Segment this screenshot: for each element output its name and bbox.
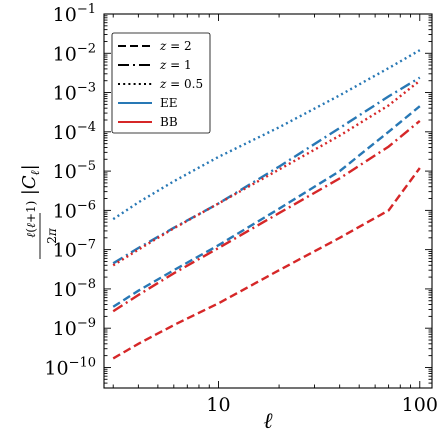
y-axis-label-text: ℓ(ℓ+1) |Cℓ| [19, 164, 42, 237]
legend-label: z = 1 [159, 58, 192, 72]
legend-label: BB [160, 115, 178, 129]
x-axis-label: ℓ [263, 409, 273, 434]
y-axis-label: ℓ(ℓ+1) |Cℓ| 2π [19, 164, 59, 259]
series-layer [112, 49, 421, 360]
y-label-denominator: 2π [45, 227, 59, 244]
legend-label: EE [160, 96, 178, 110]
y-tick-label: 10−4 [53, 120, 96, 144]
series-bb-z1 [112, 119, 421, 313]
ticks-layer: 10−10 10−9 10−8 10−7 10−6 10−5 10−4 10−3 10−2 10−… [44, 2, 438, 416]
series-bb-z0-5 [112, 79, 421, 267]
y-tick-label: 10−5 [53, 159, 96, 183]
series-ee-z2 [112, 105, 421, 308]
series-bb-z2 [112, 167, 421, 360]
x-tick-label: 100 [402, 394, 438, 416]
legend-box [111, 32, 211, 134]
y-tick-label: 10−2 [53, 41, 96, 65]
legend: z = 2 z = 1 z = 0.5 EE BB [111, 32, 211, 134]
legend-label: z = 2 [159, 39, 192, 53]
y-tick-label: 10−9 [53, 316, 96, 340]
y-tick-label: 10−3 [53, 81, 96, 105]
y-tick-label: 10−1 [53, 2, 96, 26]
x-tick-label: 10 [206, 394, 230, 416]
y-tick-label: 10−10 [44, 355, 96, 379]
y-tick-label: 10−8 [53, 277, 96, 301]
legend-label: z = 0.5 [159, 77, 203, 91]
series-ee-z0-5 [112, 49, 421, 221]
axes-frame [103, 13, 433, 389]
y-tick-label: 10−7 [53, 238, 96, 262]
series-ee-z1 [112, 76, 421, 265]
y-tick-label: 10−6 [53, 198, 96, 222]
